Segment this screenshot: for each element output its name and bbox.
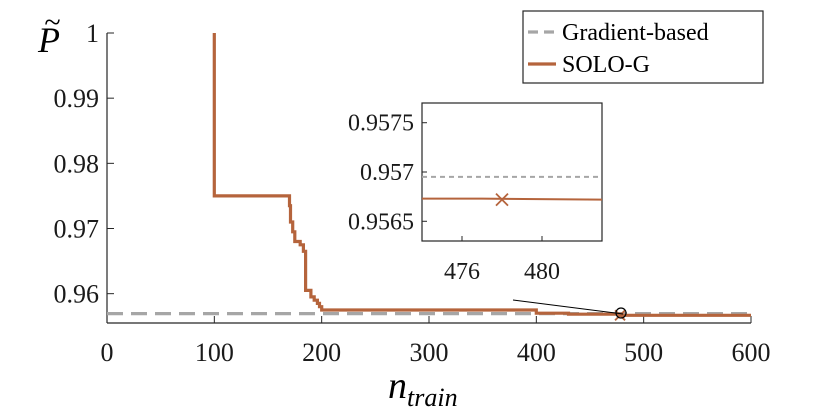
y-axis-label-accent: ~: [44, 6, 60, 39]
inset-markers: [495, 192, 509, 207]
inset-y-tick-label: 0.957: [360, 160, 414, 186]
main-series-solo-g-line: [212, 33, 751, 317]
main-y-ticks: 0.96 0.97 0.98 0.99 1: [54, 19, 114, 309]
legend-label-solo-g: SOLO-G: [562, 52, 650, 78]
main-y-tick-label: 0.97: [54, 215, 100, 244]
main-y-tick-label: 0.96: [54, 280, 100, 309]
main-x-tick-label: 0: [101, 338, 114, 367]
main-y-tick-label: 0.99: [54, 84, 100, 113]
main-series: [107, 33, 751, 317]
main-y-tick-label: 0.98: [54, 149, 100, 178]
inset-marker-solo-g: [495, 192, 509, 207]
legend: Gradient-based SOLO-G: [522, 10, 764, 84]
inset-y-ticks: 0.9565 0.957 0.9575: [348, 111, 427, 235]
main-marker-solo-g: [614, 309, 626, 321]
main-markers: [614, 309, 626, 321]
x-axis-label: ntrain: [388, 365, 458, 412]
main-x-ticks: 0 100 200 300 400 500 600: [101, 316, 771, 367]
main-x-tick-label: 500: [624, 338, 663, 367]
legend-box: [522, 10, 764, 84]
main-x-tick-label: 100: [195, 338, 234, 367]
inset-series: [422, 175, 603, 201]
inset-axes: 476 480 0.9565 0.957 0.9575: [348, 102, 603, 285]
main-y-tick-label: 1: [86, 19, 99, 48]
zoom-region-marker: [615, 307, 627, 319]
x-axis-label-subscript: train: [407, 383, 458, 412]
inset-y-tick-label: 0.9565: [348, 209, 414, 235]
inset-connector-line: [512, 299, 624, 315]
main-axes: 0 100 200 300 400 500 600 0.96 0.97 0.98 0.99 1: [54, 19, 771, 367]
x-axis-label-main: n: [388, 365, 407, 407]
inset-frame: [421, 102, 603, 242]
inset-x-tick-label: 480: [524, 259, 560, 285]
inset-series-solo-g-line: [422, 197, 603, 201]
inset-x-ticks: 476 480: [444, 236, 560, 285]
inset-y-tick-label: 0.9575: [348, 111, 414, 137]
main-x-tick-label: 300: [410, 338, 449, 367]
legend-label-gradient-based: Gradient-based: [562, 20, 709, 46]
main-x-tick-label: 400: [517, 338, 556, 367]
y-axis-label: P: [37, 20, 60, 60]
main-x-tick-label: 600: [732, 338, 771, 367]
inset-x-tick-label: 476: [444, 259, 480, 285]
main-x-tick-label: 200: [302, 338, 341, 367]
